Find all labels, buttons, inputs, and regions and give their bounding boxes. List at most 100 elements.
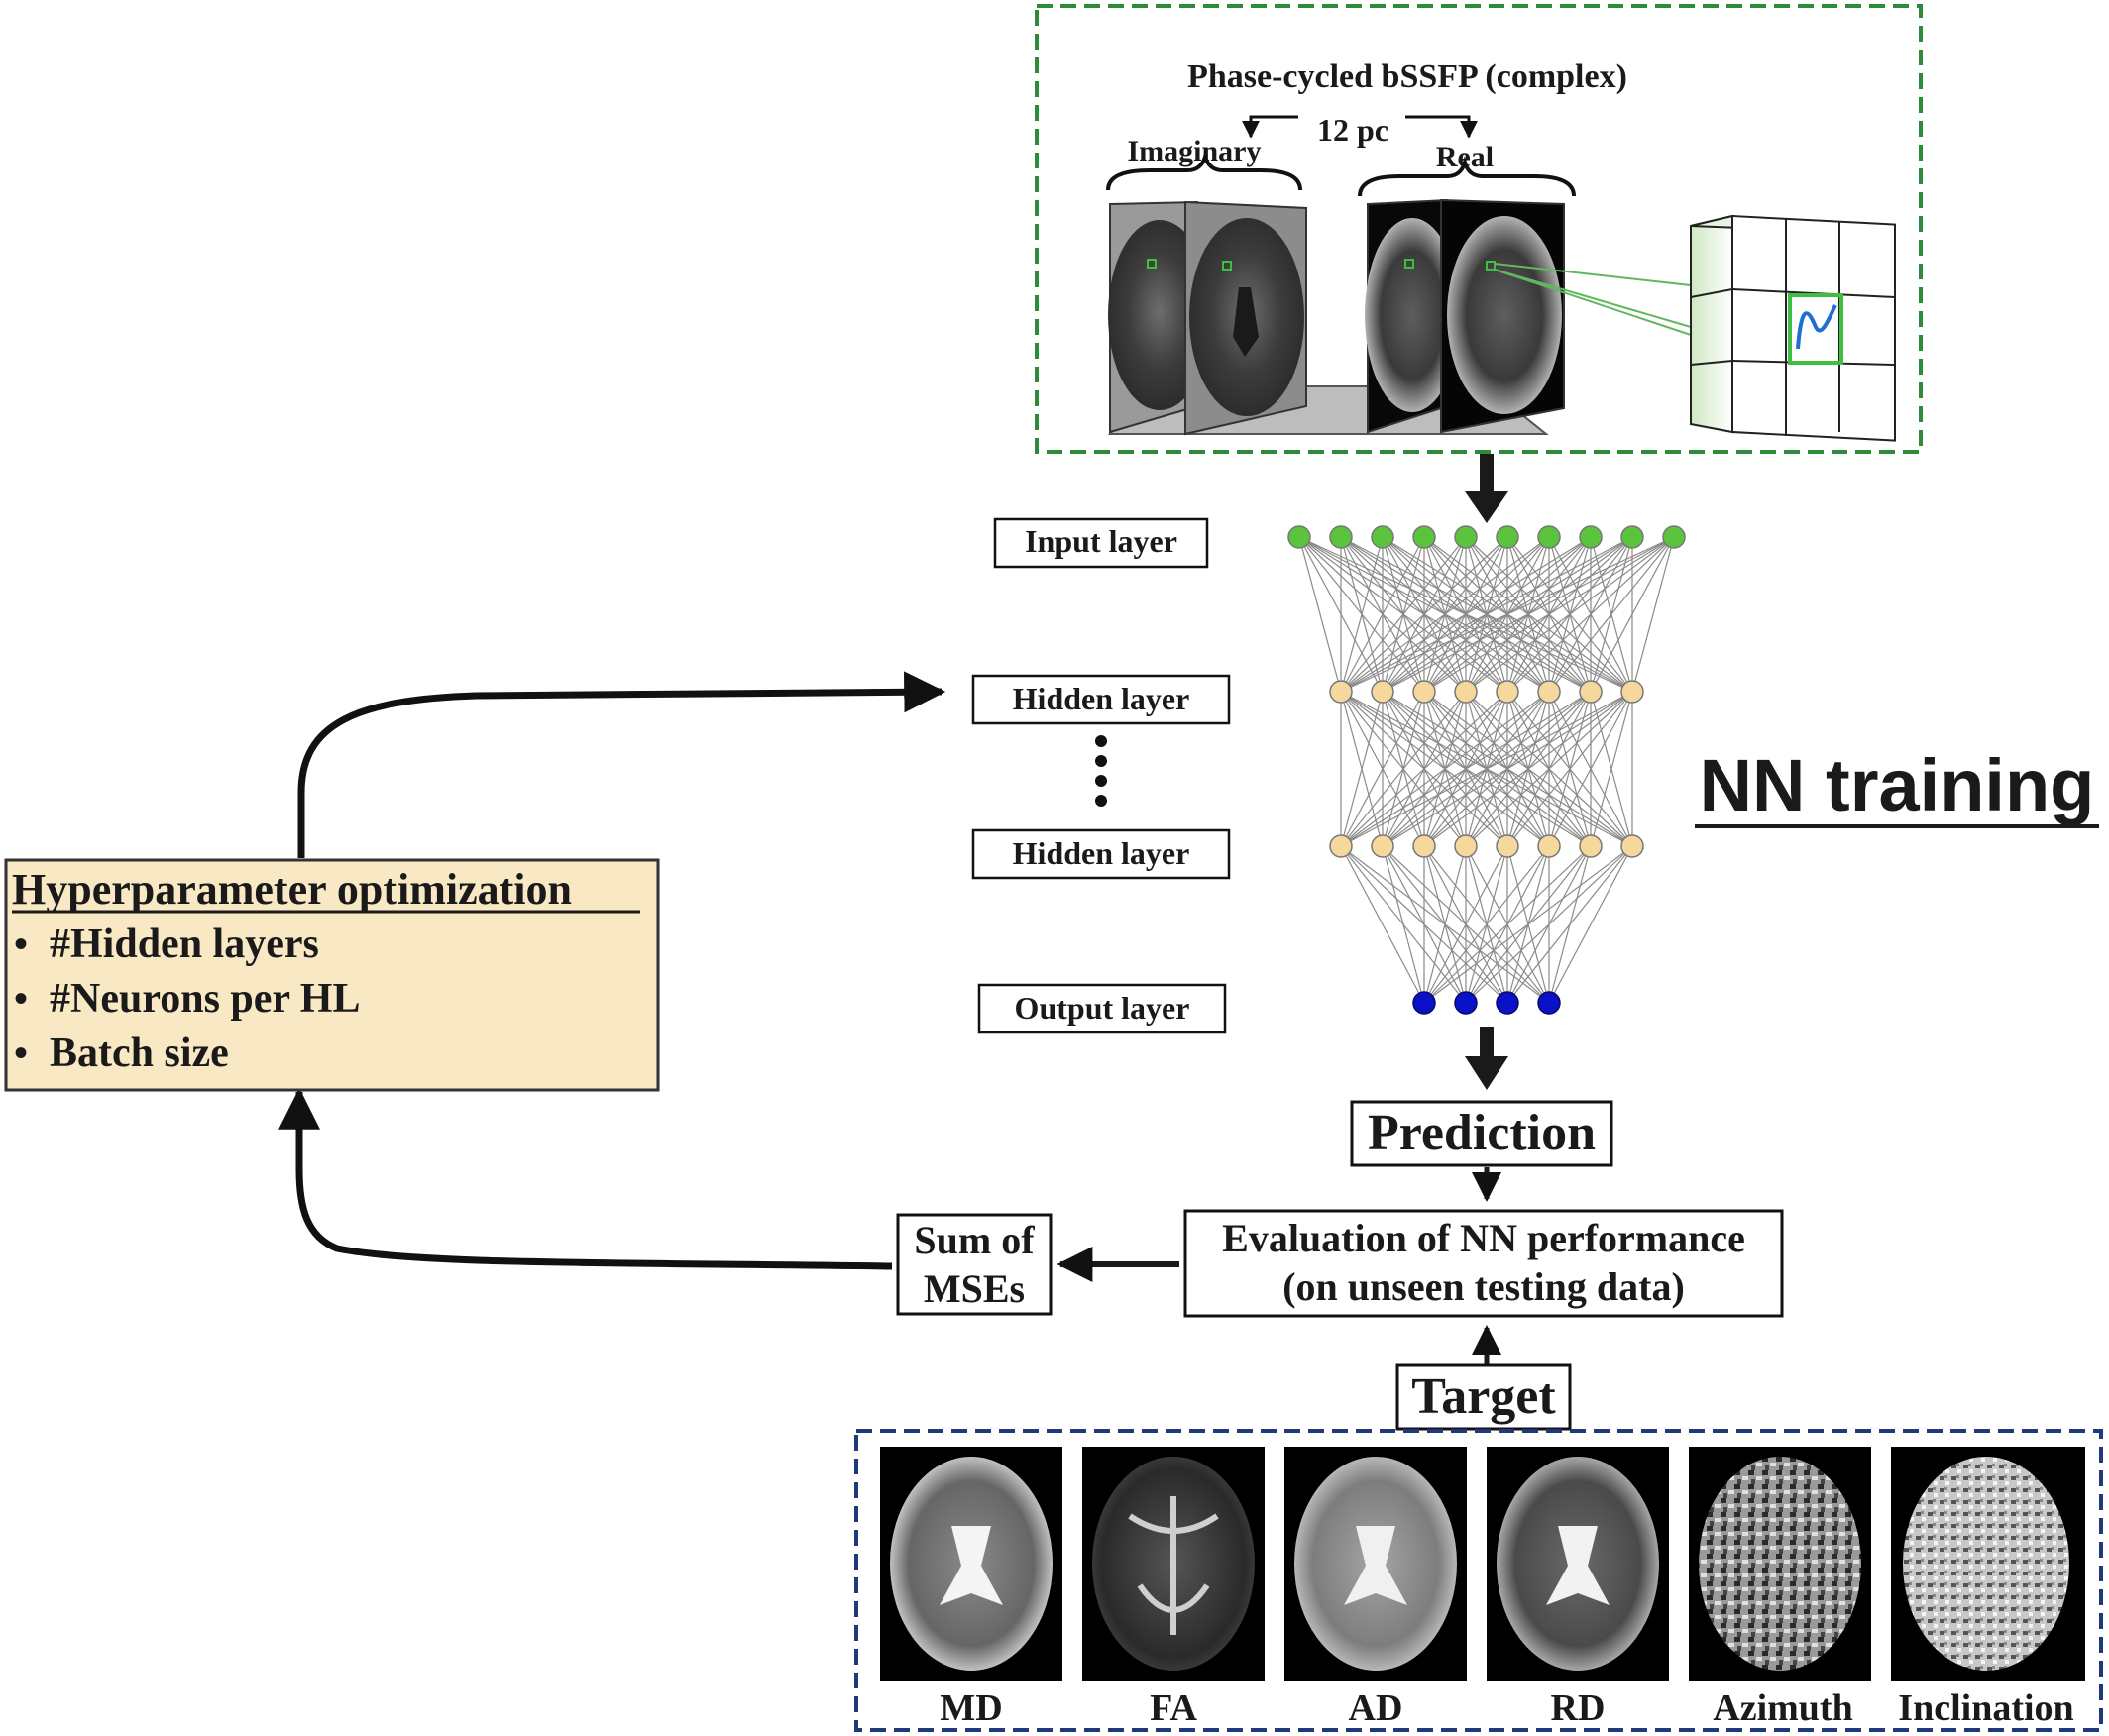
voxel-grid [1690, 214, 1896, 442]
input-layer-box [993, 517, 1209, 569]
voxel-highlight [1788, 293, 1843, 365]
arrow-to-prediction-head [1465, 1056, 1508, 1090]
input-data-panel [1035, 4, 1923, 454]
mse-line-1: Sum of [914, 1218, 1035, 1262]
bullet: • [14, 1031, 28, 1075]
hidden-neuron [1496, 680, 1519, 704]
hidden-neuron [1537, 680, 1561, 704]
hidden-neuron [1329, 834, 1353, 858]
imaginary-brace [1106, 149, 1302, 191]
nn-connection [1506, 691, 1633, 847]
input-panel-title: Phase-cycled bSSFP (complex) [1187, 58, 1627, 95]
nn-connection [1340, 536, 1425, 693]
ellipsis-dot [1095, 775, 1107, 787]
nn-connection [1340, 536, 1592, 693]
nn-connections [1298, 536, 1675, 1004]
hyperparameter-title: Hyperparameter optimization [12, 865, 572, 914]
evaluation-line-2: (on unseen testing data) [1282, 1264, 1685, 1309]
nn-connection [1465, 536, 1675, 693]
output-neuron [1537, 991, 1561, 1015]
real-slice-front [1440, 198, 1565, 434]
target-box [1395, 1363, 1572, 1431]
hidden-neuron [1371, 834, 1394, 858]
nn-connection [1340, 536, 1508, 693]
map-md-image [880, 1447, 1062, 1681]
nn-connection [1340, 536, 1467, 693]
evaluation-box [1183, 1209, 1784, 1318]
hyperparameter-item: Batch size [50, 1031, 229, 1076]
prediction-box [1350, 1100, 1613, 1167]
ellipsis-dot [1095, 735, 1107, 747]
hidden-neuron [1579, 834, 1603, 858]
nn-connection [1423, 845, 1592, 1004]
hidden-neuron [1579, 680, 1603, 704]
hyperparameter-item: #Hidden layers [50, 922, 319, 967]
evaluation-line-1: Evaluation of NN performance [1222, 1216, 1745, 1260]
input-neuron [1454, 525, 1478, 549]
nn-connection [1340, 536, 1675, 693]
nn-connection [1340, 536, 1633, 693]
map-rd-image [1487, 1447, 1669, 1681]
map-label-fa: FA [1150, 1687, 1197, 1729]
input-neuron [1496, 525, 1519, 549]
nn-connection [1423, 536, 1675, 693]
hyperparameter-box [4, 858, 660, 1092]
hidden-neuron [1329, 680, 1353, 704]
target-maps-panel [854, 1429, 2103, 1732]
map-inclination-image [1891, 1447, 2085, 1681]
hidden-layer-2-box [971, 828, 1231, 880]
hidden-layer-1-box [971, 674, 1231, 725]
output-neuron [1496, 991, 1519, 1015]
output-neuron [1454, 991, 1478, 1015]
output-neuron [1412, 991, 1436, 1015]
input-neuron [1579, 525, 1603, 549]
pc-arrow-right [1405, 115, 1478, 139]
nn-connection [1590, 536, 1675, 693]
nn-connection [1423, 845, 1467, 1004]
pc-label: 12 pc [1317, 112, 1388, 148]
pc-arrow-left [1242, 115, 1298, 139]
nn-connection [1340, 845, 1425, 1004]
nn-connection [1382, 536, 1675, 693]
input-neuron [1287, 525, 1311, 549]
hyperparameter-item: #Neurons per HL [50, 976, 360, 1022]
map-ad-image [1284, 1447, 1467, 1681]
nn-connection [1340, 691, 1633, 847]
map-label-md: MD [940, 1687, 1002, 1729]
hidden-neuron [1412, 834, 1436, 858]
nn-connection [1298, 536, 1342, 693]
nn-connection [1382, 691, 1633, 847]
ellipsis-dot [1095, 795, 1107, 807]
map-label-rd: RD [1551, 1687, 1606, 1729]
nn-connection [1548, 536, 1675, 693]
nn-neurons [1287, 525, 1686, 1015]
nn-connection [1340, 691, 1384, 847]
nn-connection [1423, 691, 1633, 847]
input-neuron [1662, 525, 1686, 549]
bullet: • [14, 976, 28, 1021]
zoom-line-top [1494, 263, 1692, 286]
target-label: Target [1411, 1368, 1556, 1425]
arrow-mse-to-hyperparam [278, 1087, 893, 1270]
prediction-label: Prediction [1368, 1105, 1596, 1161]
hidden-neuron [1620, 834, 1644, 858]
nn-connection [1340, 691, 1467, 847]
nn-connection [1340, 536, 1550, 693]
nn-connection [1548, 691, 1633, 847]
bullet: • [14, 922, 28, 966]
hidden-neuron [1454, 680, 1478, 704]
input-layer-label: Input layer [1025, 523, 1177, 559]
nn-connection [1506, 845, 1633, 1004]
nn-connection [1631, 536, 1675, 693]
nn-connection [1340, 536, 1384, 693]
zoom-line-mid [1494, 269, 1692, 328]
real-slice-back [1365, 198, 1460, 434]
hidden-neuron [1454, 834, 1478, 858]
nn-connection [1423, 845, 1633, 1004]
ellipsis-dot [1095, 755, 1107, 767]
hidden-layer-1-label: Hidden layer [1013, 681, 1190, 716]
nn-connection [1382, 845, 1425, 1004]
hidden-neuron [1537, 834, 1561, 858]
mse-line-2: MSEs [924, 1266, 1025, 1311]
